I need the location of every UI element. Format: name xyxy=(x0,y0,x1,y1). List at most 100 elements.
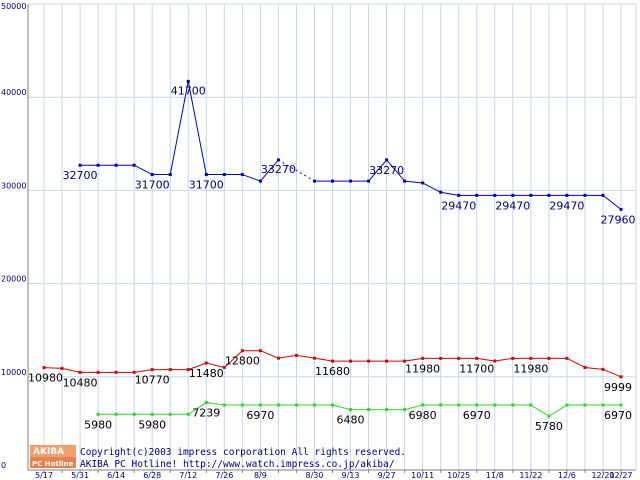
data-label: 11980 xyxy=(513,362,548,375)
data-point xyxy=(439,190,443,194)
x-tick-label: 9/13 xyxy=(342,471,360,480)
data-point xyxy=(331,179,334,183)
data-label: 29470 xyxy=(441,199,476,212)
data-label: 10980 xyxy=(28,372,63,385)
data-point xyxy=(150,368,154,372)
series-line-segment xyxy=(296,354,315,359)
data-point xyxy=(619,207,623,211)
data-point xyxy=(367,359,371,363)
data-label: 11700 xyxy=(459,362,494,375)
data-point xyxy=(204,361,208,365)
data-point xyxy=(42,366,46,370)
series-line-segment xyxy=(494,357,513,362)
data-label: 6980 xyxy=(409,409,437,422)
data-point xyxy=(168,412,172,416)
data-point xyxy=(511,403,515,407)
series-line-segment xyxy=(368,159,387,182)
data-point xyxy=(439,403,443,407)
data-label: 5980 xyxy=(138,418,166,431)
data-point xyxy=(168,173,172,177)
data-point xyxy=(276,356,280,360)
data-point xyxy=(385,359,389,363)
y-tick-label: 20000 xyxy=(1,275,26,284)
series-line-segment xyxy=(206,402,225,406)
series-line-segment xyxy=(584,366,604,370)
data-point xyxy=(457,356,461,360)
x-tick-label: 7/12 xyxy=(179,471,197,480)
data-point xyxy=(493,193,497,197)
data-point xyxy=(475,356,479,360)
series-line-segment xyxy=(602,194,622,210)
data-point xyxy=(583,193,587,197)
data-point xyxy=(403,408,407,412)
series-line-segment xyxy=(242,174,261,182)
data-point xyxy=(240,349,244,353)
data-point xyxy=(349,408,353,412)
data-label: 5980 xyxy=(84,418,112,431)
data-point xyxy=(222,173,226,177)
data-point xyxy=(547,193,551,197)
data-point xyxy=(385,158,389,162)
data-label: 32700 xyxy=(63,169,98,182)
data-point xyxy=(475,193,479,197)
akiba-logo-text: AKIBA xyxy=(33,447,64,457)
copyright-text: Copyright(c)2003 impress corporation All… xyxy=(80,447,406,458)
data-point xyxy=(619,375,623,379)
data-point xyxy=(385,408,389,412)
series-line-segment xyxy=(314,357,333,362)
data-point xyxy=(583,403,587,407)
data-label: 41700 xyxy=(171,84,206,97)
data-point xyxy=(78,163,82,167)
data-point xyxy=(583,365,587,369)
data-label: 10480 xyxy=(63,376,98,389)
data-label: 31700 xyxy=(189,179,224,192)
x-tick-label: 10/25 xyxy=(447,471,470,480)
data-label: 11980 xyxy=(405,362,440,375)
data-label: 11680 xyxy=(315,365,350,378)
data-point xyxy=(276,403,280,407)
data-label: 29470 xyxy=(495,199,530,212)
data-point xyxy=(367,408,371,412)
data-point xyxy=(96,370,100,374)
data-point xyxy=(150,412,154,416)
data-point xyxy=(565,356,569,360)
data-point xyxy=(150,173,154,177)
data-label: 11480 xyxy=(189,367,224,380)
data-point xyxy=(601,403,605,407)
data-point xyxy=(312,179,316,183)
x-tick-label: 12/20 xyxy=(591,471,614,480)
x-tick-label: 12/27 xyxy=(609,471,632,480)
series-line-segment xyxy=(259,159,279,182)
x-tick-label: 11/22 xyxy=(519,471,542,480)
data-point xyxy=(403,179,407,183)
x-tick-label: 10/11 xyxy=(411,471,434,480)
data-point xyxy=(312,403,316,407)
data-point xyxy=(421,403,425,407)
series-line-segment xyxy=(476,357,495,362)
series-line-segment xyxy=(43,367,63,369)
series-line-segment xyxy=(566,357,586,368)
data-label: 7239 xyxy=(192,407,220,420)
data-point xyxy=(294,403,298,407)
x-tick-label: 9/27 xyxy=(378,471,396,480)
series-line-segment xyxy=(133,164,153,176)
data-point xyxy=(114,163,118,167)
data-point xyxy=(312,356,316,360)
data-point xyxy=(457,403,461,407)
data-label: 6970 xyxy=(463,409,491,422)
chart-grid xyxy=(28,3,636,471)
series-line-segment xyxy=(188,362,207,371)
data-point xyxy=(349,179,353,183)
data-point xyxy=(186,368,190,372)
series-line-segment xyxy=(260,350,279,359)
data-point xyxy=(547,356,551,360)
data-label: 12800 xyxy=(225,355,260,368)
series-line-segment xyxy=(278,159,315,182)
x-tick-label: 8/30 xyxy=(305,471,323,480)
data-label: 33270 xyxy=(369,164,404,177)
y-tick-label: 10000 xyxy=(1,368,26,377)
data-point xyxy=(565,403,569,407)
data-point xyxy=(132,412,136,416)
data-point xyxy=(565,193,569,197)
